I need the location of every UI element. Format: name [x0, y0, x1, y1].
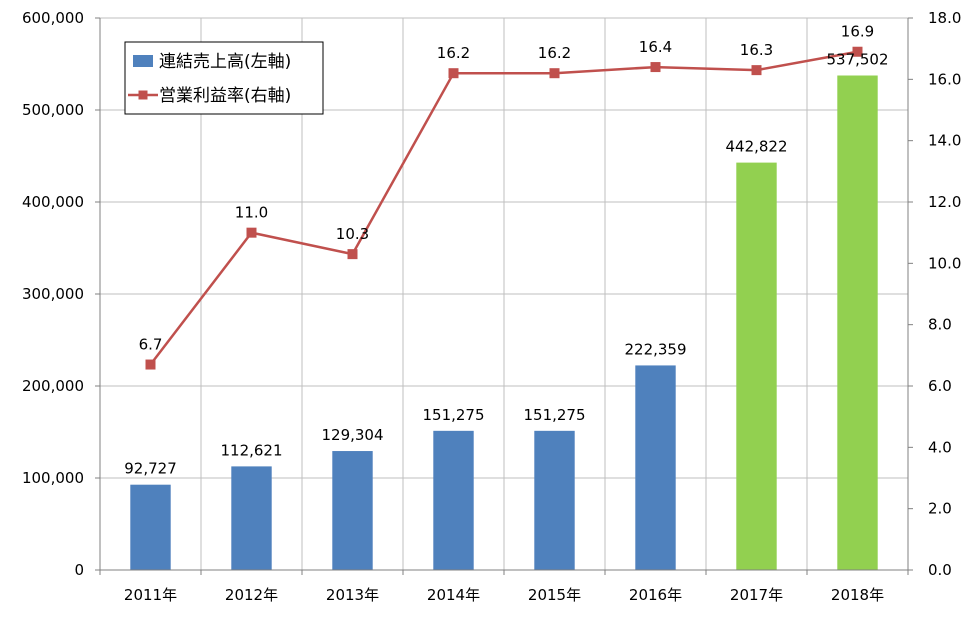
line-point [145, 359, 156, 370]
y-left-tick-label: 100,000 [22, 469, 84, 487]
line-value-label: 16.3 [740, 41, 773, 59]
y-left-tick-label: 400,000 [22, 193, 84, 211]
line-point [448, 68, 459, 79]
x-tick-label: 2016年 [629, 586, 682, 604]
line-value-label: 16.9 [841, 23, 874, 41]
bar-value-label: 151,275 [422, 406, 484, 424]
bar-value-label: 129,304 [321, 426, 383, 444]
x-tick-label: 2014年 [427, 586, 480, 604]
legend-box [124, 41, 324, 115]
axes [95, 17, 913, 575]
data-labels: 92,727 112,621 129,304 151,275 151,275 222,35… [124, 23, 888, 478]
y-left-tick-label: 300,000 [22, 285, 84, 303]
line-value-label: 16.2 [437, 44, 470, 62]
legend-label-margin: 営業利益率(右軸) [159, 86, 291, 106]
x-tick-label: 2011年 [124, 586, 177, 604]
y-right-tick-label: 14.0 [928, 132, 961, 150]
line-value-label: 10.3 [336, 225, 369, 243]
y-left-tick-label: 600,000 [22, 9, 84, 27]
legend-bar-swatch [133, 55, 153, 67]
tick-labels: 0 100,000 200,000 300,000 400,000 500,000 600,… [22, 9, 961, 604]
bar [231, 466, 272, 570]
bar [837, 75, 878, 570]
y-right-tick-label: 2.0 [928, 500, 952, 518]
line-point [549, 68, 560, 79]
bar-value-label: 92,727 [124, 460, 177, 478]
line-point [347, 249, 358, 260]
line-value-label: 11.0 [235, 204, 268, 222]
y-right-tick-label: 12.0 [928, 193, 961, 211]
y-right-tick-label: 10.0 [928, 254, 961, 272]
line-point [751, 65, 762, 76]
bar [130, 484, 171, 570]
line-value-label: 6.7 [139, 336, 163, 354]
y-right-tick-label: 8.0 [928, 316, 952, 334]
y-right-tick-label: 0.0 [928, 561, 952, 579]
line-point [852, 46, 863, 57]
bar-value-label: 222,359 [624, 340, 686, 358]
y-left-tick-label: 200,000 [22, 377, 84, 395]
x-tick-label: 2015年 [528, 586, 581, 604]
x-tick-label: 2012年 [225, 586, 278, 604]
y-right-tick-label: 16.0 [928, 70, 961, 88]
line-value-label: 16.2 [538, 44, 571, 62]
bar-value-label: 151,275 [523, 406, 585, 424]
bar [433, 430, 474, 570]
y-right-tick-label: 4.0 [928, 438, 952, 456]
bar [635, 365, 676, 570]
x-tick-label: 2018年 [831, 586, 884, 604]
bar-series [130, 75, 878, 570]
legend-label-sales: 連結売上高(左軸) [159, 52, 291, 72]
margin-line [149, 50, 858, 366]
x-tick-label: 2013年 [326, 586, 379, 604]
line-value-label: 16.4 [639, 38, 672, 56]
bar [534, 430, 575, 570]
line-point [246, 227, 257, 238]
bar [332, 451, 373, 570]
line-point [650, 62, 661, 73]
y-left-tick-label: 500,000 [22, 101, 84, 119]
legend: 連結売上高(左軸) 営業利益率(右軸) [124, 41, 324, 115]
legend-marker-swatch [138, 90, 148, 100]
bar-value-label: 537,502 [826, 50, 888, 68]
bar-value-label: 112,621 [220, 441, 282, 459]
y-right-tick-label: 18.0 [928, 9, 961, 27]
bar-value-label: 442,822 [725, 138, 787, 156]
bar [736, 162, 777, 570]
x-tick-label: 2017年 [730, 586, 783, 604]
line-series [145, 46, 863, 370]
y-left-tick-label: 0 [74, 561, 84, 579]
y-right-tick-label: 6.0 [928, 377, 952, 395]
